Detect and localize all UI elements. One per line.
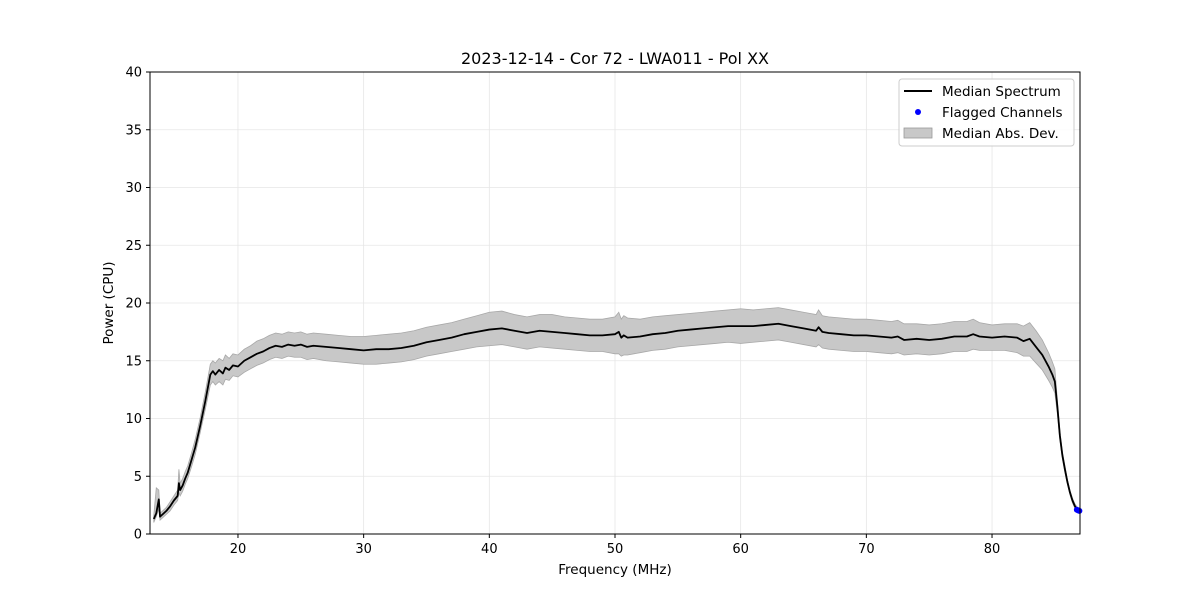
- y-tick-label: 40: [125, 66, 142, 81]
- y-tick-label: 25: [125, 239, 142, 254]
- x-tick-label: 50: [607, 542, 624, 557]
- y-tick-label: 35: [125, 123, 142, 138]
- y-axis-label: Power (CPU): [101, 261, 117, 344]
- x-axis-label: Frequency (MHz): [558, 562, 671, 578]
- y-tick-label: 15: [125, 354, 142, 369]
- y-tick-label: 30: [125, 181, 142, 196]
- median-spectrum-line: [152, 322, 1079, 520]
- x-tick-label: 60: [732, 542, 749, 557]
- x-tick-label: 40: [481, 542, 498, 557]
- y-axis: 0 5 10 15 20 25 30 35 40: [125, 66, 150, 543]
- legend-flagged-channels-swatch: [915, 109, 921, 115]
- flagged-channel-point: [1076, 507, 1083, 514]
- median-spectrum-layer: [152, 322, 1079, 520]
- y-tick-label: 0: [134, 528, 142, 543]
- x-tick-label: 20: [230, 542, 247, 557]
- y-tick-label: 5: [134, 470, 142, 485]
- legend-median-abs-dev-swatch: [903, 127, 933, 139]
- legend-flagged-channels-label: Flagged Channels: [942, 105, 1063, 121]
- x-axis: 20 30 40 50 60 70 80: [230, 534, 1001, 557]
- x-tick-label: 80: [984, 542, 1001, 557]
- y-tick-label: 10: [125, 412, 142, 427]
- legend-box: [898, 78, 1075, 147]
- legend: Median Spectrum Flagged Channels Median …: [898, 78, 1075, 147]
- legend-median-abs-dev-label: Median Abs. Dev.: [942, 126, 1059, 142]
- legend-median-spectrum-label: Median Spectrum: [942, 84, 1061, 100]
- chart-title: 2023-12-14 - Cor 72 - LWA011 - Pol XX: [461, 49, 769, 68]
- y-tick-label: 20: [125, 297, 142, 312]
- x-tick-label: 30: [355, 542, 372, 557]
- x-tick-label: 70: [858, 542, 875, 557]
